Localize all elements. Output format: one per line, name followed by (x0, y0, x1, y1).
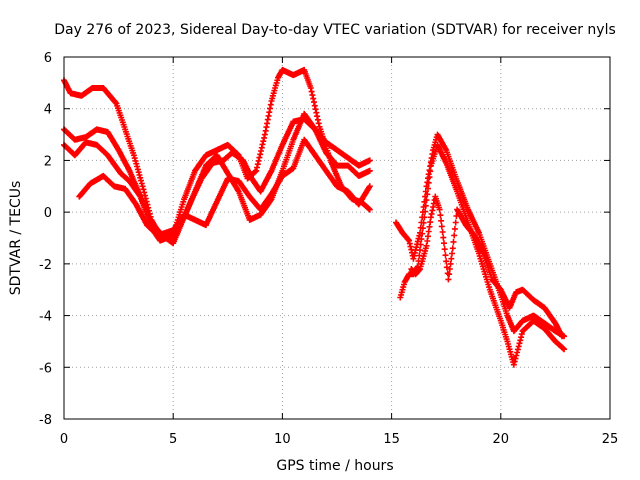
y-tick-label: -8 (39, 413, 52, 428)
plot-frame (63, 56, 611, 420)
data-layer (61, 66, 568, 368)
x-axis-label: GPS time / hours (276, 458, 393, 474)
y-tick-label: 2 (44, 154, 52, 169)
y-axis-label: SDTVAR / TECUs (8, 181, 24, 296)
chart-title: Day 276 of 2023, Sidereal Day-to-day VTE… (54, 22, 616, 38)
y-tick-label: -2 (39, 258, 52, 273)
x-tick-label: 20 (493, 432, 510, 447)
x-tick-label: 0 (60, 432, 68, 447)
x-tick-label: 25 (602, 432, 619, 447)
series-track-7 (408, 193, 565, 340)
x-tick-label: 10 (274, 432, 291, 447)
x-tick-label: 5 (169, 432, 177, 447)
y-tick-label: 0 (44, 206, 52, 221)
series-marks (408, 193, 565, 340)
y-tick-label: -6 (39, 361, 52, 376)
y-tick-label: 6 (44, 51, 52, 66)
grid-layer (64, 57, 610, 419)
series-track-4 (76, 136, 373, 239)
y-tick-label: 4 (44, 103, 52, 118)
y-tick-label: -4 (39, 310, 52, 325)
tick-layer: 0 5 10 15 20 25 -8 -6 -4 -2 0 2 4 6 (39, 51, 618, 447)
series-marks (76, 136, 373, 239)
x-tick-label: 15 (383, 432, 400, 447)
